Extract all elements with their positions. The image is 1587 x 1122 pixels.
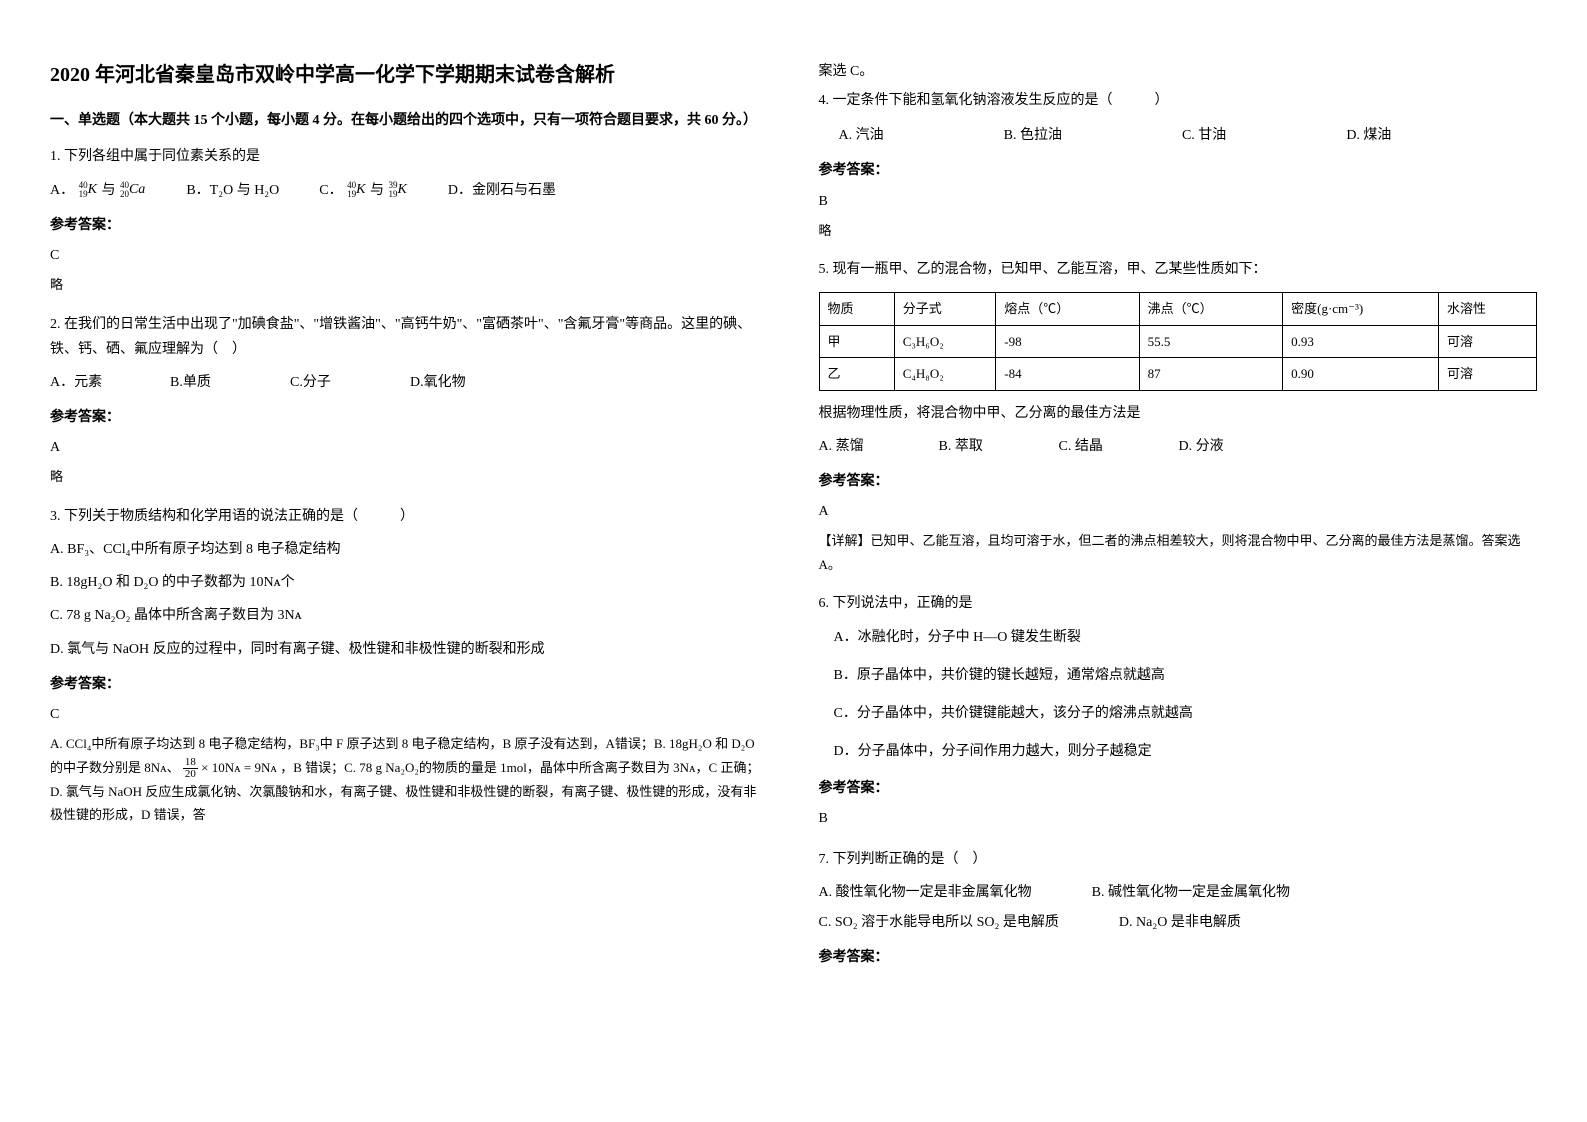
isotope-k40: 4019K [79, 181, 97, 199]
answer-label: 参考答案： [819, 158, 1538, 183]
q5-options: A. 蒸馏 B. 萃取 C. 结晶 D. 分液 [819, 434, 1538, 459]
q4-brief: 略 [819, 219, 1538, 242]
q4-options: A. 汽油 B. 色拉油 C. 甘油 D. 煤油 [839, 123, 1538, 148]
table-row: 甲 C₃H₆O₂ -98 55.5 0.93 可溶 [819, 325, 1537, 357]
q5-opt-C: C. 结晶 [1059, 434, 1139, 459]
q7-row1: A. 酸性氧化物一定是非金属氧化物 B. 碱性氧化物一定是金属氧化物 [819, 880, 1538, 905]
q2-stem: 2. 在我们的日常生活中出现了"加碘食盐"、"增铁酱油"、"高钙牛奶"、"富硒茶… [50, 312, 769, 362]
q6-opt-B: B．原子晶体中，共价键的键长越短，通常熔点就越高 [834, 662, 1538, 690]
q3-opt-C: C. 78 g Na₂O₂ 晶体中所含离子数目为 3Nᴀ [50, 603, 769, 628]
q4-answer: B [819, 189, 1538, 214]
answer-label: 参考答案： [50, 405, 769, 430]
q5-stem: 5. 现有一瓶甲、乙的混合物，已知甲、乙能互溶，甲、乙某些性质如下： [819, 257, 1538, 282]
q2-options: A．元素 B.单质 C.分子 D.氧化物 [50, 370, 769, 395]
q4-opt-A: A. 汽油 [839, 123, 884, 148]
q7-row2: C. SO₂ 溶于水能导电所以 SO₂ 是电解质 D. Na₂O 是非电解质 [819, 910, 1538, 935]
q5-opt-A: A. 蒸馏 [819, 434, 899, 459]
table-row: 乙 C₄H₈O₂ -84 87 0.90 可溶 [819, 358, 1537, 390]
q2-opt-A: A．元素 [50, 370, 130, 395]
q1-options: A． 4019K 与 4020Ca B．T₂O 与 H₂O C． 4019K 与… [50, 178, 769, 203]
q1-answer: C [50, 243, 769, 268]
document-title: 2020 年河北省秦皇岛市双岭中学高一化学下学期期末试卷含解析 [50, 60, 769, 90]
q2-opt-C: C.分子 [290, 370, 370, 395]
q6-opt-C: C．分子晶体中，共价键键能越大，该分子的熔沸点就越高 [834, 700, 1538, 728]
q3-tail: 案选 C。 [819, 60, 1538, 80]
question-6: 6. 下列说法中，正确的是 A．冰融化时，分子中 H—O 键发生断裂 B．原子晶… [819, 591, 1538, 832]
question-5: 5. 现有一瓶甲、乙的混合物，已知甲、乙能互溶，甲、乙某些性质如下： 物质 分子… [819, 257, 1538, 576]
q1-opt-C: C． 4019K 与 3919K [319, 178, 408, 203]
q6-answer: B [819, 806, 1538, 831]
isotope-ca40: 4020Ca [120, 181, 145, 199]
q5-answer: A [819, 499, 1538, 524]
part1-header: 一、单选题（本大题共 15 个小题，每小题 4 分。在每小题给出的四个选项中，只… [50, 110, 769, 132]
q3-opt-B: B. 18gH₂O 和 D₂O 的中子数都为 10Nᴀ个 [50, 570, 769, 595]
fraction-icon: 1820 [183, 757, 198, 780]
q3-explain: A. CCl₄中所有原子均达到 8 电子稳定结构，BF₃中 F 原子达到 8 电… [50, 732, 769, 827]
answer-label: 参考答案： [50, 672, 769, 697]
table-row: 物质 分子式 熔点（℃） 沸点（℃） 密度(g·cm⁻³) 水溶性 [819, 293, 1537, 325]
q1-opt-B: B．T₂O 与 H₂O [186, 178, 279, 203]
q6-opt-A: A．冰融化时，分子中 H—O 键发生断裂 [834, 624, 1538, 652]
right-column: 案选 C。 4. 一定条件下能和氢氧化钠溶液发生反应的是（ ） A. 汽油 B.… [819, 60, 1538, 1062]
q5-substem: 根据物理性质，将混合物中甲、乙分离的最佳方法是 [819, 401, 1538, 426]
q7-opt-D: D. Na₂O 是非电解质 [1119, 910, 1241, 935]
question-7: 7. 下列判断正确的是（ ） A. 酸性氧化物一定是非金属氧化物 B. 碱性氧化… [819, 847, 1538, 971]
answer-label: 参考答案： [819, 776, 1538, 801]
q5-opt-D: D. 分液 [1179, 434, 1259, 459]
q3-answer: C [50, 702, 769, 727]
q1-opt-A: A． 4019K 与 4020Ca [50, 178, 146, 203]
q1-brief: 略 [50, 273, 769, 296]
q2-opt-D: D.氧化物 [410, 370, 490, 395]
q2-opt-B: B.单质 [170, 370, 250, 395]
isotope-k40b: 4019K [347, 181, 365, 199]
answer-label: 参考答案： [819, 945, 1538, 970]
q5-table: 物质 分子式 熔点（℃） 沸点（℃） 密度(g·cm⁻³) 水溶性 甲 C₃H₆… [819, 292, 1538, 390]
q2-answer: A [50, 435, 769, 460]
question-1: 1. 下列各组中属于同位素关系的是 A． 4019K 与 4020Ca B．T₂… [50, 144, 769, 296]
answer-label: 参考答案： [50, 213, 769, 238]
q4-opt-C: C. 甘油 [1182, 123, 1226, 148]
q2-brief: 略 [50, 465, 769, 488]
q7-opt-C: C. SO₂ 溶于水能导电所以 SO₂ 是电解质 [819, 910, 1059, 935]
isotope-k39: 3919K [388, 181, 406, 199]
answer-label: 参考答案： [819, 469, 1538, 494]
q3-opt-D: D. 氯气与 NaOH 反应的过程中，同时有离子键、极性键和非极性键的断裂和形成 [50, 637, 769, 662]
q7-opt-B: B. 碱性氧化物一定是金属氧化物 [1092, 880, 1290, 905]
question-4: 4. 一定条件下能和氢氧化钠溶液发生反应的是（ ） A. 汽油 B. 色拉油 C… [819, 88, 1538, 242]
q4-stem: 4. 一定条件下能和氢氧化钠溶液发生反应的是（ ） [819, 88, 1538, 113]
q3-stem: 3. 下列关于物质结构和化学用语的说法正确的是（ ） [50, 504, 769, 529]
q6-stem: 6. 下列说法中，正确的是 [819, 591, 1538, 616]
q7-opt-A: A. 酸性氧化物一定是非金属氧化物 [819, 880, 1032, 905]
question-3: 3. 下列关于物质结构和化学用语的说法正确的是（ ） A. BF₃、CCl₄中所… [50, 504, 769, 827]
q3-opt-A: A. BF₃、CCl₄中所有原子均达到 8 电子稳定结构 [50, 537, 769, 562]
q4-opt-D: D. 煤油 [1346, 123, 1391, 148]
q6-opt-D: D．分子晶体中，分子间作用力越大，则分子越稳定 [834, 738, 1538, 766]
q4-opt-B: B. 色拉油 [1004, 123, 1062, 148]
q5-explain: 【详解】已知甲、乙能互溶，且均可溶于水，但二者的沸点相差较大，则将混合物中甲、乙… [819, 529, 1538, 576]
question-2: 2. 在我们的日常生活中出现了"加碘食盐"、"增铁酱油"、"高钙牛奶"、"富硒茶… [50, 312, 769, 489]
q7-stem: 7. 下列判断正确的是（ ） [819, 847, 1538, 872]
q1-opt-D: D．金刚石与石墨 [448, 178, 556, 203]
q5-opt-B: B. 萃取 [939, 434, 1019, 459]
left-column: 2020 年河北省秦皇岛市双岭中学高一化学下学期期末试卷含解析 一、单选题（本大… [50, 60, 769, 1062]
q1-stem: 1. 下列各组中属于同位素关系的是 [50, 144, 769, 169]
